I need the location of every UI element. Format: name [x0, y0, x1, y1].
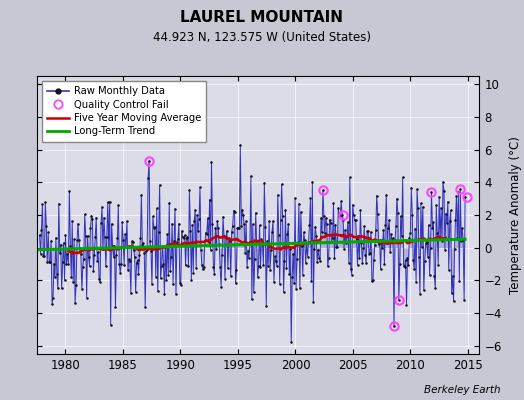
Y-axis label: Temperature Anomaly (°C): Temperature Anomaly (°C)	[509, 136, 521, 294]
Text: Berkeley Earth: Berkeley Earth	[424, 385, 500, 395]
Text: LAUREL MOUNTAIN: LAUREL MOUNTAIN	[180, 10, 344, 25]
Text: 44.923 N, 123.575 W (United States): 44.923 N, 123.575 W (United States)	[153, 31, 371, 44]
Legend: Raw Monthly Data, Quality Control Fail, Five Year Moving Average, Long-Term Tren: Raw Monthly Data, Quality Control Fail, …	[42, 81, 206, 142]
